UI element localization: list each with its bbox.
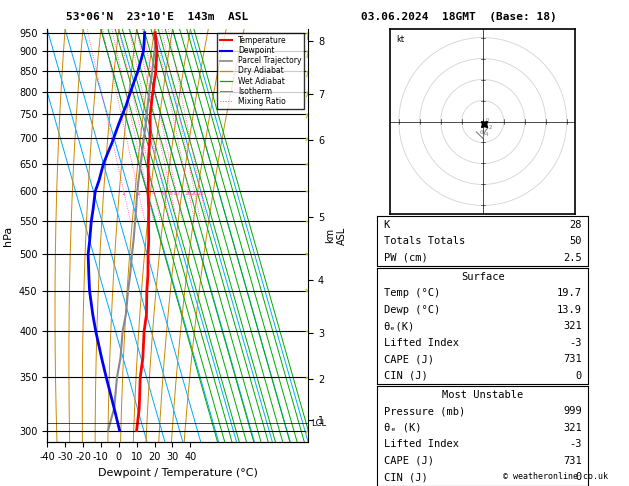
Text: PW (cm): PW (cm) (384, 253, 428, 262)
Text: 0: 0 (576, 371, 582, 381)
Text: 03.06.2024  18GMT  (Base: 18): 03.06.2024 18GMT (Base: 18) (361, 12, 557, 22)
Text: Lifted Index: Lifted Index (384, 439, 459, 449)
Text: LCL: LCL (311, 418, 326, 428)
Text: Dewp (°C): Dewp (°C) (384, 305, 440, 314)
Text: kt: kt (396, 35, 404, 44)
X-axis label: Dewpoint / Temperature (°C): Dewpoint / Temperature (°C) (97, 468, 258, 478)
Text: 28: 28 (569, 220, 582, 229)
Text: 6: 6 (162, 191, 165, 196)
Text: Pressure (mb): Pressure (mb) (384, 406, 465, 416)
Text: 53°06'N  23°10'E  143m  ASL: 53°06'N 23°10'E 143m ASL (66, 12, 248, 22)
Text: 321: 321 (563, 321, 582, 331)
Text: 321: 321 (563, 423, 582, 433)
Text: 2: 2 (488, 125, 492, 130)
Text: CIN (J): CIN (J) (384, 371, 428, 381)
Text: Temp (°C): Temp (°C) (384, 288, 440, 298)
Text: CIN (J): CIN (J) (384, 472, 428, 482)
Text: 6: 6 (480, 130, 483, 135)
Text: CAPE (J): CAPE (J) (384, 456, 434, 466)
Text: 25: 25 (197, 191, 204, 196)
Text: K: K (384, 220, 390, 229)
Text: CAPE (J): CAPE (J) (384, 354, 434, 364)
Text: 19.7: 19.7 (557, 288, 582, 298)
Text: 731: 731 (563, 354, 582, 364)
Text: -3: -3 (569, 338, 582, 347)
Text: Totals Totals: Totals Totals (384, 236, 465, 246)
Text: Surface: Surface (461, 272, 504, 281)
Text: 1: 1 (122, 191, 126, 196)
Text: θₑ(K): θₑ(K) (384, 321, 415, 331)
Y-axis label: km
ASL: km ASL (326, 226, 347, 245)
Text: 20: 20 (191, 191, 198, 196)
Text: -3: -3 (569, 439, 582, 449)
Text: 50: 50 (569, 236, 582, 246)
Text: 4: 4 (485, 132, 488, 137)
Text: θₑ (K): θₑ (K) (384, 423, 421, 433)
Text: 2.5: 2.5 (563, 253, 582, 262)
Text: Lifted Index: Lifted Index (384, 338, 459, 347)
Text: 0: 0 (576, 472, 582, 482)
Text: 3: 3 (145, 191, 149, 196)
Text: 0: 0 (486, 118, 489, 122)
Y-axis label: hPa: hPa (3, 226, 13, 246)
Text: 8: 8 (169, 191, 172, 196)
Text: 13.9: 13.9 (557, 305, 582, 314)
Text: 2: 2 (136, 191, 140, 196)
Text: Most Unstable: Most Unstable (442, 390, 523, 399)
Text: 16: 16 (184, 191, 192, 196)
Text: © weatheronline.co.uk: © weatheronline.co.uk (503, 472, 608, 481)
Text: 999: 999 (563, 406, 582, 416)
Text: 4: 4 (152, 191, 156, 196)
Text: 731: 731 (563, 456, 582, 466)
Legend: Temperature, Dewpoint, Parcel Trajectory, Dry Adiabat, Wet Adiabat, Isotherm, Mi: Temperature, Dewpoint, Parcel Trajectory… (217, 33, 304, 109)
Text: 10: 10 (172, 191, 180, 196)
